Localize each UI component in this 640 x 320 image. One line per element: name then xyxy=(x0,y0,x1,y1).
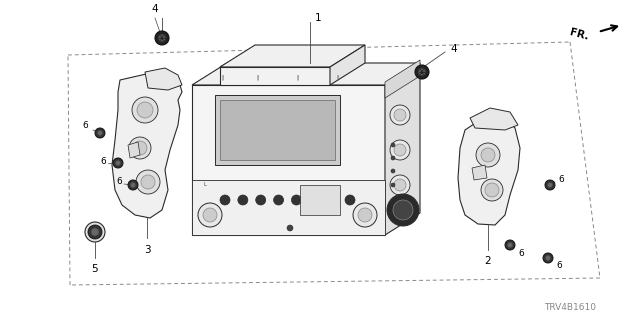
Circle shape xyxy=(476,143,500,167)
Circle shape xyxy=(485,183,499,197)
Polygon shape xyxy=(220,100,335,160)
Polygon shape xyxy=(330,45,365,85)
Circle shape xyxy=(387,194,419,226)
Text: 5: 5 xyxy=(92,264,99,274)
Circle shape xyxy=(88,225,102,239)
Polygon shape xyxy=(112,72,182,218)
Circle shape xyxy=(141,175,155,189)
Circle shape xyxy=(85,222,105,242)
Circle shape xyxy=(238,195,248,205)
Circle shape xyxy=(390,140,410,160)
Circle shape xyxy=(132,97,158,123)
Circle shape xyxy=(155,31,169,45)
Text: ||: || xyxy=(221,74,225,80)
Circle shape xyxy=(133,141,147,155)
Polygon shape xyxy=(145,68,182,90)
Circle shape xyxy=(508,243,513,247)
Circle shape xyxy=(418,68,426,76)
Circle shape xyxy=(203,208,217,222)
Circle shape xyxy=(131,182,136,188)
Circle shape xyxy=(391,169,395,173)
Circle shape xyxy=(291,195,301,205)
Circle shape xyxy=(256,195,266,205)
Circle shape xyxy=(136,170,160,194)
Circle shape xyxy=(95,128,105,138)
Circle shape xyxy=(391,156,395,160)
Text: 6: 6 xyxy=(558,175,564,185)
Polygon shape xyxy=(472,165,487,180)
Text: TRV4B1610: TRV4B1610 xyxy=(544,303,596,313)
Text: 4: 4 xyxy=(450,44,456,54)
Polygon shape xyxy=(192,180,385,235)
Polygon shape xyxy=(220,45,365,67)
Polygon shape xyxy=(192,63,420,85)
Circle shape xyxy=(415,65,429,79)
Circle shape xyxy=(358,208,372,222)
Circle shape xyxy=(391,183,395,187)
Text: 6: 6 xyxy=(518,249,524,258)
Polygon shape xyxy=(470,108,518,130)
Circle shape xyxy=(505,240,515,250)
Circle shape xyxy=(393,200,413,220)
Text: 6: 6 xyxy=(83,121,88,130)
Circle shape xyxy=(543,253,553,263)
Circle shape xyxy=(394,144,406,156)
Polygon shape xyxy=(215,95,340,165)
Circle shape xyxy=(390,175,410,195)
Circle shape xyxy=(91,228,99,236)
Circle shape xyxy=(220,195,230,205)
Polygon shape xyxy=(192,85,385,235)
Circle shape xyxy=(137,102,153,118)
Text: FR.: FR. xyxy=(569,28,590,42)
Circle shape xyxy=(327,195,337,205)
Polygon shape xyxy=(128,142,140,158)
Circle shape xyxy=(390,105,410,125)
Polygon shape xyxy=(458,118,520,225)
Circle shape xyxy=(198,203,222,227)
Circle shape xyxy=(481,179,503,201)
Text: 6: 6 xyxy=(116,178,122,187)
Text: 2: 2 xyxy=(484,256,492,266)
Polygon shape xyxy=(385,63,420,235)
Text: ||: || xyxy=(336,74,340,80)
Circle shape xyxy=(97,131,102,135)
Circle shape xyxy=(545,180,555,190)
Circle shape xyxy=(394,109,406,121)
Text: 1: 1 xyxy=(315,13,322,23)
Text: ||: || xyxy=(256,74,260,80)
Circle shape xyxy=(287,225,293,231)
Circle shape xyxy=(547,182,552,188)
Text: L: L xyxy=(204,182,207,188)
Text: 6: 6 xyxy=(556,261,562,270)
Circle shape xyxy=(129,137,151,159)
Circle shape xyxy=(481,148,495,162)
Circle shape xyxy=(128,180,138,190)
Circle shape xyxy=(158,34,166,42)
Circle shape xyxy=(391,143,395,147)
Circle shape xyxy=(115,161,120,165)
Circle shape xyxy=(113,158,123,168)
Polygon shape xyxy=(300,185,340,215)
Polygon shape xyxy=(385,60,420,98)
Circle shape xyxy=(353,203,377,227)
Circle shape xyxy=(345,195,355,205)
Text: ||: || xyxy=(296,74,300,80)
Polygon shape xyxy=(220,67,330,85)
Text: 3: 3 xyxy=(144,245,150,255)
Text: 6: 6 xyxy=(100,157,106,166)
Circle shape xyxy=(394,179,406,191)
Circle shape xyxy=(545,255,550,260)
Circle shape xyxy=(273,195,284,205)
Text: 4: 4 xyxy=(152,4,158,14)
Circle shape xyxy=(309,195,319,205)
